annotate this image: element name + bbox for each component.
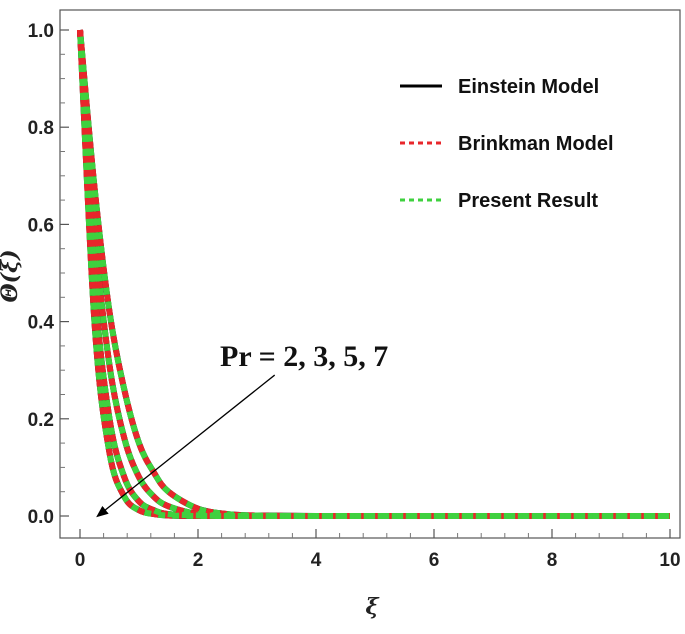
x-tick-label: 8 (547, 550, 558, 571)
legend: Einstein Model Brinkman Model Present Resu… (400, 76, 614, 212)
present-result-curve-7 (77, 29, 670, 520)
plot-frame (59, 9, 681, 539)
y-tick-label: 0.4 (28, 313, 55, 334)
y-axis-title: Θ(ξ) (0, 249, 23, 302)
annotation-text: Pr = 2, 3, 5, 7 (220, 340, 388, 373)
legend-label-brinkman-model: Brinkman Model (458, 133, 614, 155)
brinkman-model-curve-5 (77, 29, 670, 520)
einstein-model-curve-3 (77, 29, 670, 519)
legend-label-einstein-model: Einstein Model (458, 76, 599, 98)
x-tick-label: 0 (75, 550, 86, 571)
y-tick-label: 0.2 (28, 410, 54, 431)
x-axis: 0 2 4 6 8 10 (75, 529, 681, 571)
present-result-curve-2 (77, 29, 670, 519)
annotation-arrow (96, 374, 276, 518)
present-result-curve-5 (77, 29, 670, 520)
series-curves (77, 29, 670, 520)
y-axis: 0.0 0.2 0.4 0.6 0.8 1.0 (28, 21, 69, 528)
x-tick-label: 4 (311, 550, 322, 571)
y-tick-label: 1.0 (28, 21, 54, 42)
legend-label-present-result: Present Result (458, 190, 598, 212)
einstein-model-curve-5 (77, 29, 670, 520)
y-tick-label: 0.0 (28, 507, 54, 528)
brinkman-model-curve-2 (77, 29, 670, 519)
x-tick-label: 2 (193, 550, 204, 571)
brinkman-model-curve-7 (77, 29, 670, 520)
x-axis-title: ξ (365, 594, 379, 620)
y-tick-label: 0.8 (28, 118, 54, 139)
brinkman-model-curve-3 (77, 29, 670, 519)
x-tick-label: 6 (429, 550, 440, 571)
present-result-curve-3 (77, 29, 670, 519)
einstein-model-curve-2 (77, 29, 670, 519)
x-tick-label: 10 (659, 550, 680, 571)
y-tick-label: 0.6 (28, 215, 54, 236)
einstein-model-curve-7 (77, 29, 670, 520)
